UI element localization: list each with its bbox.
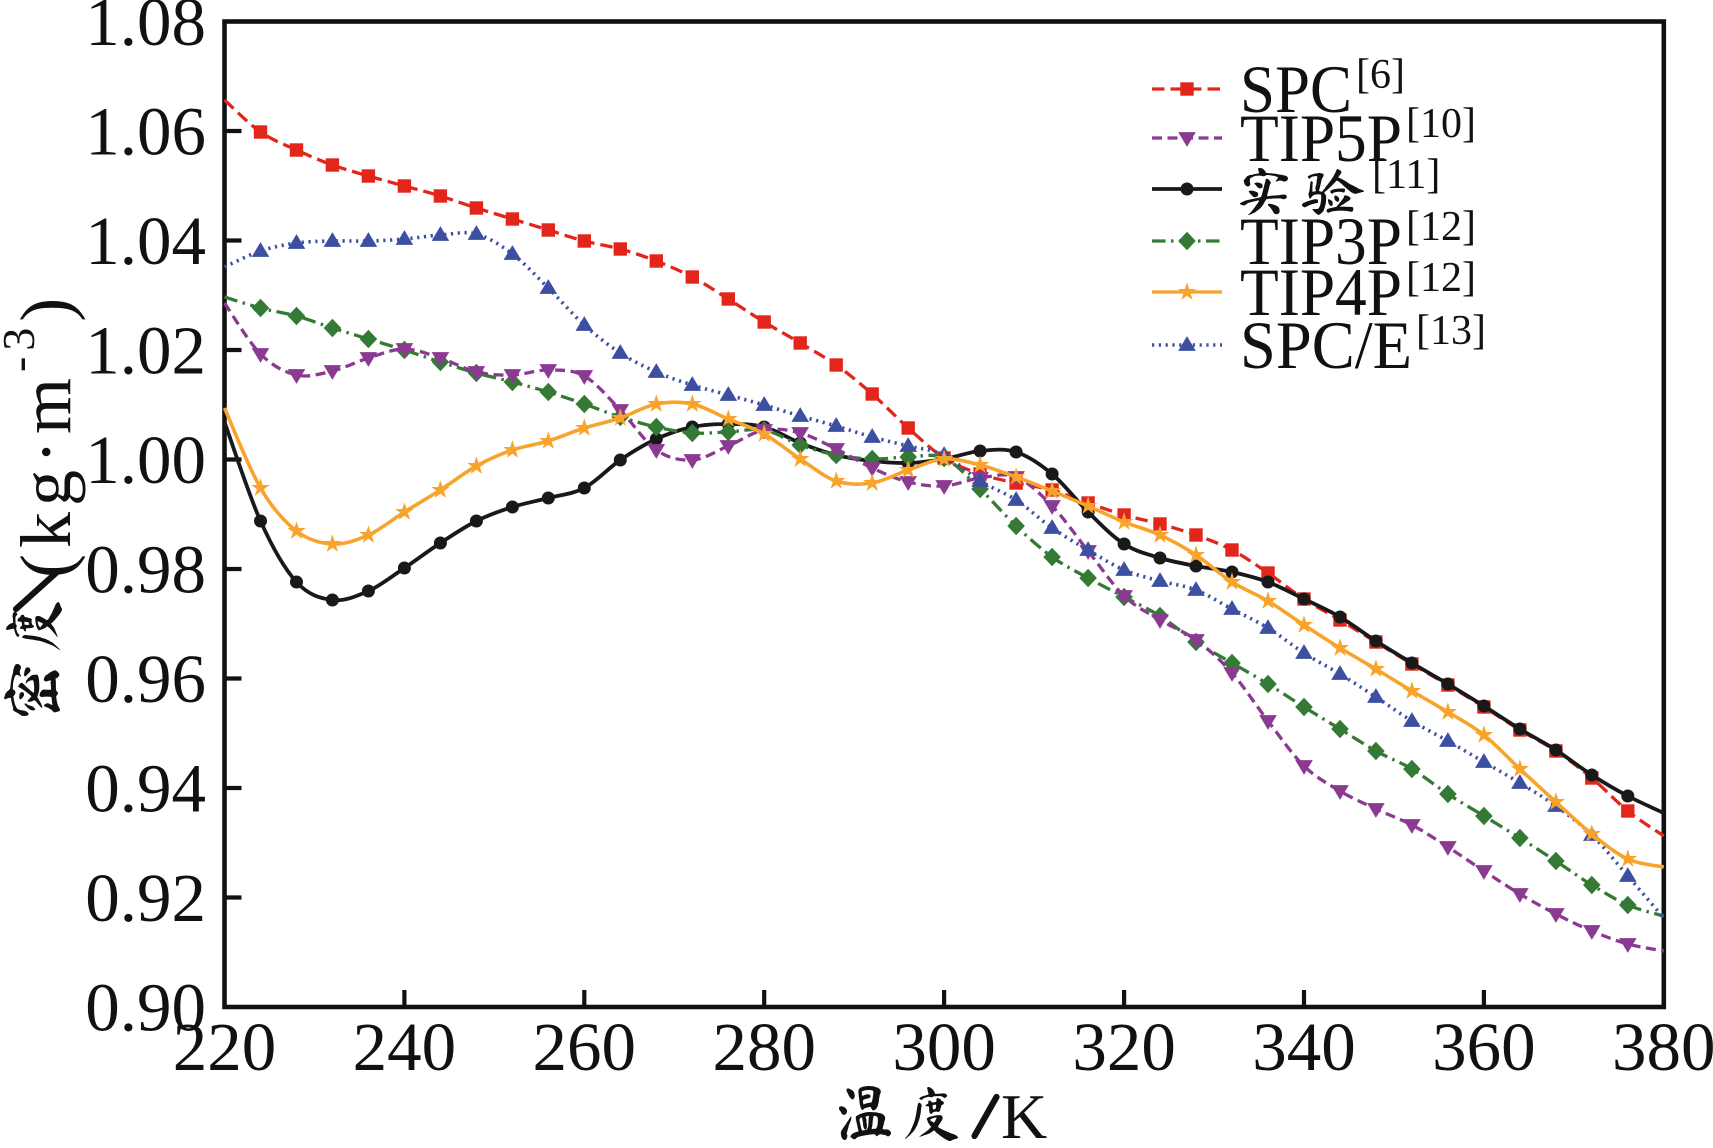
svg-text:SPC: SPC (1240, 51, 1352, 127)
svg-text:280: 280 (712, 1009, 816, 1085)
svg-text:[11]: [11] (1372, 152, 1440, 198)
svg-text:[6]: [6] (1356, 52, 1405, 98)
svg-text:300: 300 (892, 1009, 996, 1085)
svg-text:240: 240 (353, 1009, 457, 1085)
svg-text:0.92: 0.92 (85, 860, 206, 936)
svg-text:1.08: 1.08 (85, 0, 206, 60)
svg-text:340: 340 (1252, 1009, 1356, 1085)
svg-text:0.98: 0.98 (85, 532, 206, 608)
svg-text:0.94: 0.94 (85, 751, 206, 827)
svg-text:380: 380 (1612, 1009, 1713, 1085)
svg-text:1.00: 1.00 (85, 422, 206, 498)
svg-text:TIP5P: TIP5P (1240, 100, 1402, 176)
svg-text:1.06: 1.06 (85, 94, 206, 170)
svg-text:360: 360 (1432, 1009, 1536, 1085)
svg-text:[12]: [12] (1406, 255, 1476, 301)
svg-text:[13]: [13] (1416, 308, 1486, 354)
svg-text:[10]: [10] (1406, 101, 1476, 147)
svg-text:K: K (1001, 1081, 1047, 1143)
svg-text:1.04: 1.04 (85, 203, 206, 279)
svg-text:TIP4P: TIP4P (1240, 254, 1402, 330)
svg-text:SPC/E: SPC/E (1240, 307, 1412, 383)
svg-text:260: 260 (533, 1009, 637, 1085)
svg-text:220: 220 (173, 1009, 277, 1085)
svg-text:0.90: 0.90 (85, 970, 206, 1046)
svg-text:320: 320 (1072, 1009, 1176, 1085)
svg-text:[12]: [12] (1406, 204, 1476, 250)
svg-text:0.96: 0.96 (85, 641, 206, 717)
svg-text:1.02: 1.02 (85, 313, 206, 389)
svg-text:TIP3P: TIP3P (1240, 203, 1402, 279)
